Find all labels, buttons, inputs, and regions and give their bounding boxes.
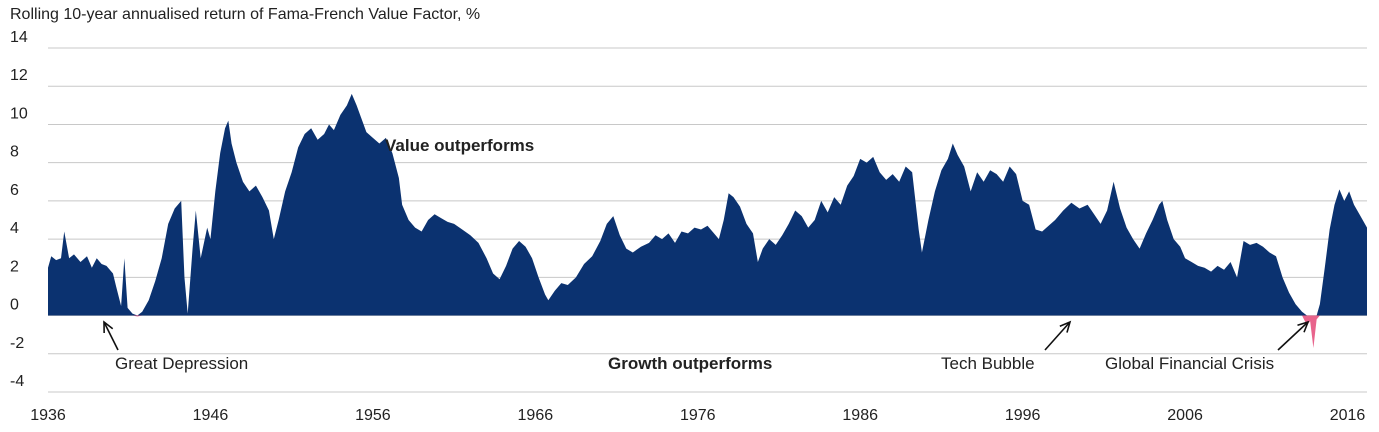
chart-title: Rolling 10-year annualised return of Fam… xyxy=(10,6,481,23)
y-tick-label: 4 xyxy=(10,220,19,237)
positive-area xyxy=(48,93,1367,316)
arrow-head-icon xyxy=(103,320,114,334)
annotations: Value outperforms Growth outperforms Great… xyxy=(103,136,1310,373)
negative-area xyxy=(48,315,1367,349)
annotation-label: Global Financial Crisis xyxy=(1105,354,1274,373)
x-tick-label: 2006 xyxy=(1167,407,1203,424)
arrow-head-icon xyxy=(1297,320,1310,333)
annotation-label: Tech Bubble xyxy=(941,354,1035,373)
annotation-label: Great Depression xyxy=(115,354,248,373)
y-tick-label: -2 xyxy=(10,335,24,352)
y-axis-ticks: 14 12 10 8 6 4 2 0 -2 -4 xyxy=(10,29,28,390)
y-tick-label: 0 xyxy=(10,297,19,314)
x-tick-label: 1996 xyxy=(1005,407,1041,424)
arrow-head-icon xyxy=(1059,320,1072,333)
y-tick-label: 6 xyxy=(10,182,19,199)
y-tick-label: 2 xyxy=(10,258,19,275)
y-tick-label: 10 xyxy=(10,105,28,122)
annotation-label: Growth outperforms xyxy=(608,354,772,373)
x-tick-label: 1986 xyxy=(842,407,878,424)
x-tick-label: 1966 xyxy=(518,407,554,424)
area-series xyxy=(48,93,1367,349)
arrow-icon xyxy=(1277,321,1309,351)
arrow-icon xyxy=(103,321,119,351)
annotation-label: Value outperforms xyxy=(385,136,534,155)
y-tick-label: 12 xyxy=(10,67,28,84)
y-tick-label: 14 xyxy=(10,29,28,46)
y-tick-label: -4 xyxy=(10,373,24,390)
arrow-icon xyxy=(1044,321,1071,351)
x-tick-label: 1976 xyxy=(680,407,716,424)
x-tick-label: 1956 xyxy=(355,407,391,424)
x-tick-label: 1946 xyxy=(193,407,229,424)
x-axis-ticks: 1936 1946 1956 1966 1976 1986 1996 2006 2016 xyxy=(30,407,1365,424)
x-tick-label: 2016 xyxy=(1330,407,1366,424)
y-tick-label: 8 xyxy=(10,144,19,161)
x-tick-label: 1936 xyxy=(30,407,66,424)
